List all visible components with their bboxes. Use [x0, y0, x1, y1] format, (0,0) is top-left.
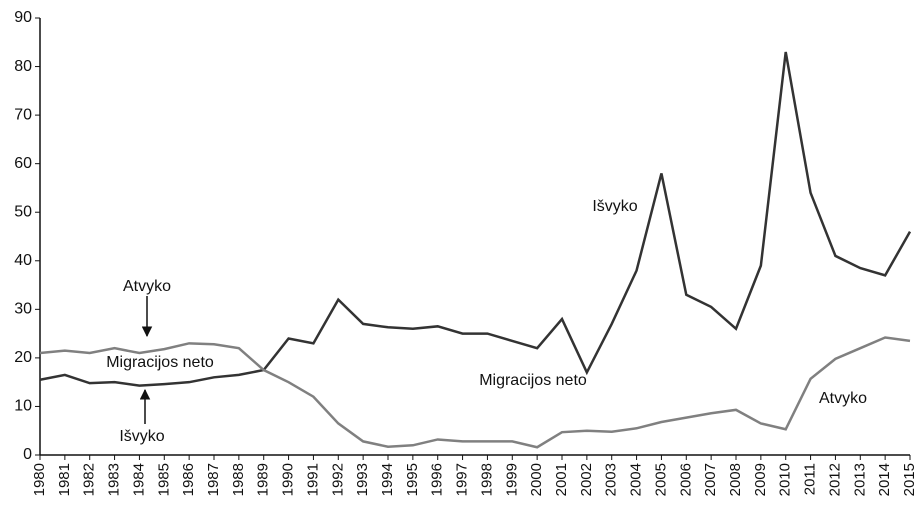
y-tick-label: 30: [14, 301, 32, 318]
x-tick-label: 1985: [155, 463, 172, 496]
annotation: Migracijos neto: [479, 372, 587, 389]
annotation: Migracijos neto: [106, 354, 214, 371]
series-line: [39, 51, 912, 387]
x-tick-label: 1989: [255, 463, 272, 496]
x-tick-label: 1999: [503, 463, 520, 496]
y-tick-label: 60: [14, 155, 32, 172]
y-tick-label: 80: [14, 58, 32, 75]
x-tick-label: 2014: [876, 463, 893, 496]
x-tick-label: 1998: [478, 463, 495, 496]
x-tick-label: 2000: [528, 463, 545, 496]
x-tick-label: 2004: [628, 463, 645, 496]
x-tick-label: 2007: [702, 463, 719, 496]
x-tick-label: 2005: [652, 463, 669, 496]
x-tick-label: 1984: [130, 463, 147, 496]
x-tick-label: 2011: [802, 463, 819, 495]
x-tick-label: 1987: [205, 463, 222, 496]
x-tick-label: 1993: [354, 463, 371, 496]
y-tick-label: 20: [14, 349, 32, 366]
x-tick-label: 1981: [56, 463, 73, 496]
x-tick-label: 2010: [777, 463, 794, 496]
annotation: Atvyko: [819, 390, 867, 407]
x-tick-label: 2001: [553, 463, 570, 496]
x-tick-label: 2015: [901, 463, 918, 496]
x-tick-label: 2013: [851, 463, 868, 496]
x-tick-label: 1982: [81, 463, 98, 496]
x-tick-label: 2009: [752, 463, 769, 496]
x-tick-label: 2012: [826, 463, 843, 496]
annotation: Atvyko: [123, 278, 171, 295]
x-tick-label: 1990: [280, 463, 297, 496]
x-tick-label: 1988: [230, 463, 247, 496]
x-tick-label: 1995: [404, 463, 421, 496]
y-tick-label: 90: [14, 9, 32, 26]
annotation: Išvyko: [592, 198, 637, 215]
x-tick-label: 1980: [31, 463, 48, 496]
x-tick-label: 1986: [180, 463, 197, 496]
x-tick-label: 1991: [304, 463, 321, 496]
x-tick-label: 1992: [329, 463, 346, 496]
y-tick-label: 0: [23, 446, 32, 463]
series-line: [39, 336, 911, 449]
x-tick-label: 1997: [454, 463, 471, 496]
x-tick-label: 2002: [578, 463, 595, 496]
y-tick-label: 50: [14, 203, 32, 220]
x-tick-label: 1994: [379, 463, 396, 496]
x-tick-label: 1983: [106, 463, 123, 496]
y-tick-label: 10: [14, 398, 32, 415]
y-tick-label: 40: [14, 252, 32, 269]
x-tick-label: 1996: [429, 463, 446, 496]
x-tick-label: 2008: [727, 463, 744, 496]
x-tick-label: 2003: [603, 463, 620, 496]
annotation: Išvyko: [119, 428, 164, 445]
x-tick-label: 2006: [677, 463, 694, 496]
y-tick-label: 70: [14, 106, 32, 123]
